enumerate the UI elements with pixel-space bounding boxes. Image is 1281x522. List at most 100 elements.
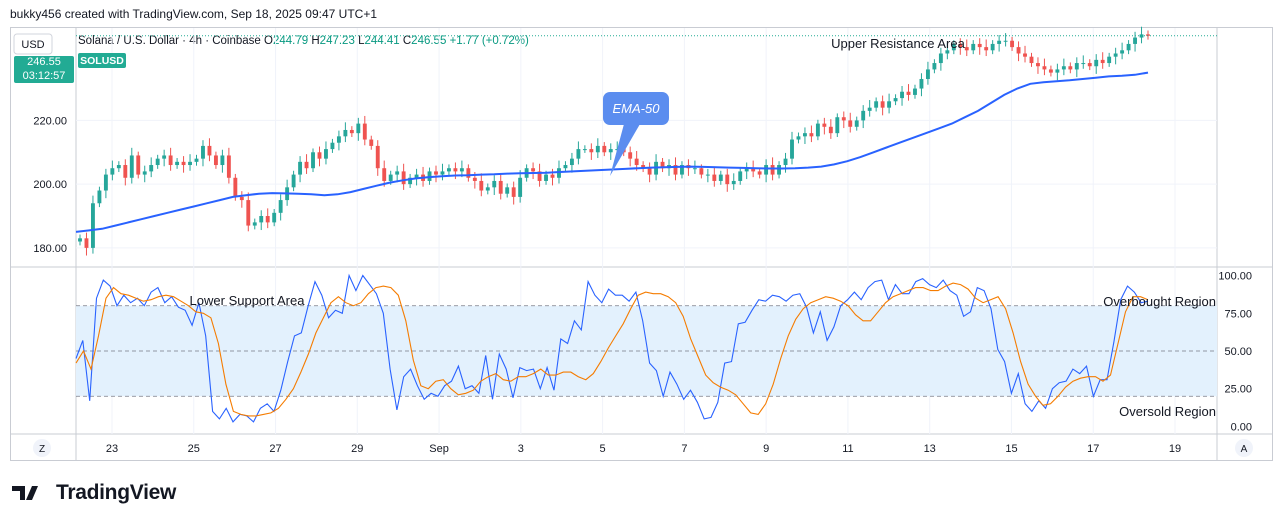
candle-body xyxy=(958,43,963,48)
candle-body xyxy=(226,155,231,178)
candle-body xyxy=(744,168,749,172)
candle-body xyxy=(867,107,872,111)
x-tick-label: 15 xyxy=(1005,443,1017,455)
candle-body xyxy=(971,43,976,51)
candle-body xyxy=(544,174,548,181)
candle-body xyxy=(272,212,277,223)
candle-body xyxy=(330,142,335,150)
candle-body xyxy=(369,139,374,146)
candle-body xyxy=(447,168,451,172)
candle-body xyxy=(589,149,594,153)
candle-body xyxy=(815,123,820,137)
x-tick-label: 25 xyxy=(188,443,200,455)
candle-body xyxy=(207,145,212,156)
candle-body xyxy=(932,63,937,70)
candle-body xyxy=(757,171,762,175)
candle-body xyxy=(511,187,516,197)
auto-scale-button xyxy=(1235,439,1253,457)
candle-body xyxy=(239,196,244,201)
candle-body xyxy=(317,152,322,159)
candle-body xyxy=(880,101,885,108)
candle-body xyxy=(1061,66,1066,70)
currency-label: USD xyxy=(21,39,44,51)
candle-body xyxy=(1048,69,1053,73)
candle-body xyxy=(718,174,723,181)
high-value: 247.23 xyxy=(319,35,355,47)
candle-body xyxy=(1120,50,1125,54)
candle-body xyxy=(194,158,199,162)
stoch-y-tick: 0.00 xyxy=(1231,421,1252,433)
candle-body xyxy=(1081,63,1086,65)
candle-body xyxy=(213,155,218,166)
currency-box xyxy=(13,33,53,55)
candle-body xyxy=(408,177,413,185)
stoch-d-line xyxy=(75,282,1149,417)
candle-body xyxy=(537,171,542,181)
candle-body xyxy=(919,78,924,89)
stoch-k-line xyxy=(75,273,1149,423)
candle-body xyxy=(874,101,879,108)
candle-body xyxy=(790,139,794,159)
price-y-tick: 200.00 xyxy=(33,179,67,191)
x-tick-label: 23 xyxy=(106,443,118,455)
candle-body xyxy=(401,171,406,185)
x-tick-label: 17 xyxy=(1087,443,1099,455)
candle-body xyxy=(854,120,859,127)
oversold-label: Oversold Region xyxy=(1119,404,1216,419)
candle-body xyxy=(349,129,354,134)
tradingview-logo[interactable]: TradingView xyxy=(12,480,176,506)
lower-support-label: Lower Support Area xyxy=(190,293,306,308)
candle-body xyxy=(951,43,956,51)
zoom-z-button xyxy=(33,439,51,457)
candle-body xyxy=(731,180,736,185)
x-tick-label: 5 xyxy=(600,443,606,455)
auto-scale-label: A xyxy=(1241,444,1248,455)
candle-body xyxy=(647,168,652,175)
x-tick-label: 13 xyxy=(924,443,936,455)
x-tick-label: 19 xyxy=(1169,443,1181,455)
high-label: H xyxy=(311,35,320,47)
candle-body xyxy=(324,149,328,159)
candle-body xyxy=(479,180,484,191)
candle-body xyxy=(531,168,536,172)
candle-body xyxy=(265,216,270,223)
candle-body xyxy=(97,190,102,204)
low-label: L xyxy=(358,35,365,47)
candle-body xyxy=(336,136,341,143)
candle-body xyxy=(692,168,697,170)
close-label: C xyxy=(402,35,412,47)
candle-body xyxy=(395,171,400,175)
candle-body xyxy=(91,203,95,248)
candle-body xyxy=(1023,53,1027,57)
candle-body xyxy=(162,155,167,159)
candle-body xyxy=(712,174,717,181)
candle-body xyxy=(809,133,814,137)
candle-body xyxy=(634,158,639,166)
candle-body xyxy=(938,53,943,64)
candle-body xyxy=(343,129,348,137)
candle-body xyxy=(841,117,846,121)
candle-body xyxy=(201,145,205,159)
candle-body xyxy=(725,174,730,185)
candle-body xyxy=(563,165,568,169)
candle-body xyxy=(311,152,315,169)
candle-body xyxy=(362,123,367,140)
candle-body xyxy=(259,216,264,223)
candle-body xyxy=(298,161,303,175)
stoch-y-tick: 100.00 xyxy=(1218,271,1252,283)
candle-body xyxy=(1146,34,1150,36)
candle-body xyxy=(1113,53,1118,57)
candle-body xyxy=(453,168,458,172)
symbol-tag-label: SOLUSD xyxy=(80,55,124,67)
candle-body xyxy=(492,180,497,188)
candle-body xyxy=(738,171,743,181)
candle-body xyxy=(925,69,930,79)
candle-body xyxy=(641,165,646,169)
candle-body xyxy=(1003,40,1008,42)
candle-body xyxy=(835,117,840,134)
candle-body xyxy=(997,40,1002,44)
candle-body xyxy=(1042,66,1047,70)
candle-body xyxy=(1107,56,1112,64)
last-price-tag xyxy=(14,56,74,83)
